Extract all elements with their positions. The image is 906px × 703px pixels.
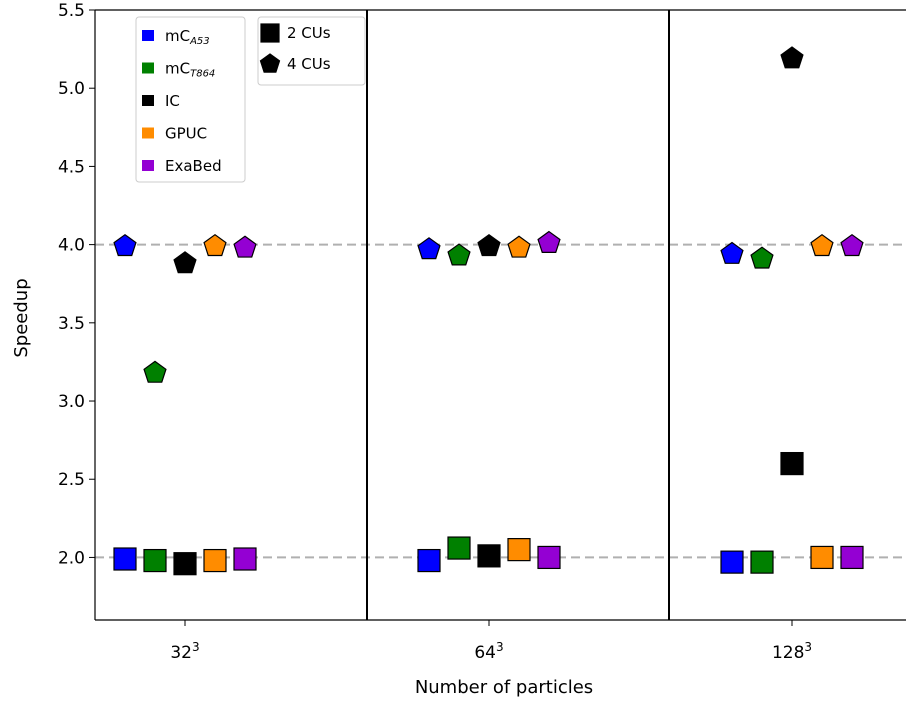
point-4cus xyxy=(810,233,834,257)
group-dividers xyxy=(366,10,670,620)
y-tick-label: 3.0 xyxy=(58,392,85,412)
legend-series-label: GPUC xyxy=(165,125,207,143)
legend-swatch xyxy=(142,30,154,41)
legend-markers-frame xyxy=(257,16,366,86)
y-tick-label: 3.5 xyxy=(58,314,85,334)
legend-series-label: mCA53 xyxy=(165,27,210,47)
point-4cus xyxy=(417,237,441,260)
point-2cus xyxy=(477,544,501,568)
point-2cus xyxy=(417,548,441,573)
legend-swatch xyxy=(142,62,154,74)
point-4cus xyxy=(750,246,774,269)
legend-series-label: ExaBed xyxy=(165,157,222,175)
y-tick-label: 5.5 xyxy=(58,1,85,21)
y-tick-label: 4.0 xyxy=(58,236,85,256)
x-tick-label: 643 xyxy=(474,640,503,663)
point-2cus xyxy=(537,545,561,570)
x-axis-label: Number of particles xyxy=(415,677,593,698)
y-tick-label: 5.0 xyxy=(58,79,85,99)
point-2cus xyxy=(840,545,864,570)
point-2cus xyxy=(173,552,197,576)
legend-marker-label: 4 CUs xyxy=(287,55,331,73)
point-2cus xyxy=(750,550,774,574)
legend-swatch xyxy=(142,127,154,139)
axes xyxy=(94,9,906,621)
legend-swatch xyxy=(142,95,154,106)
x-tick-label: 1283 xyxy=(772,640,812,663)
point-2cus xyxy=(507,538,531,562)
point-4cus xyxy=(173,251,197,274)
legend-series-label: IC xyxy=(165,92,180,110)
point-4cus xyxy=(477,233,501,257)
x-ticks: 323 643 1283 xyxy=(170,620,812,663)
data-points xyxy=(113,46,864,576)
point-2cus xyxy=(780,451,804,476)
legend-series-box: mCA53 mCT864 IC GPUC ExaBed xyxy=(135,16,246,183)
point-2cus xyxy=(203,548,227,573)
y-tick-label: 2.5 xyxy=(58,470,85,490)
point-2cus xyxy=(810,545,834,570)
point-2cus xyxy=(113,547,137,571)
point-4cus xyxy=(537,230,561,253)
point-4cus xyxy=(233,235,257,258)
point-4cus xyxy=(840,233,864,257)
point-4cus xyxy=(143,360,167,383)
legend-swatch xyxy=(142,160,154,171)
point-4cus xyxy=(720,241,744,264)
point-4cus xyxy=(447,243,471,266)
point-4cus xyxy=(113,233,137,257)
legend-square-icon xyxy=(260,23,280,43)
point-2cus xyxy=(720,550,744,574)
y-tick-label: 2.0 xyxy=(58,548,85,568)
legend-markers-box: 2 CUs 4 CUs xyxy=(257,16,366,86)
y-ticks: 2.0 2.5 3.0 3.5 4.0 4.5 5.0 5.5 xyxy=(58,1,95,568)
point-4cus xyxy=(507,235,531,258)
y-axis-label: Speedup xyxy=(11,278,32,357)
x-tick-label: 323 xyxy=(170,640,199,663)
legend-series-frame xyxy=(135,16,246,183)
y-tick-label: 4.5 xyxy=(58,157,85,177)
legend-marker-label: 2 CUs xyxy=(287,24,331,42)
point-4cus xyxy=(780,46,804,69)
legend-series-label: mCT864 xyxy=(165,60,215,80)
point-4cus xyxy=(203,233,227,257)
legend-pentagon-icon xyxy=(259,53,281,73)
point-2cus xyxy=(447,536,471,560)
point-2cus xyxy=(143,548,167,573)
point-2cus xyxy=(233,547,257,571)
